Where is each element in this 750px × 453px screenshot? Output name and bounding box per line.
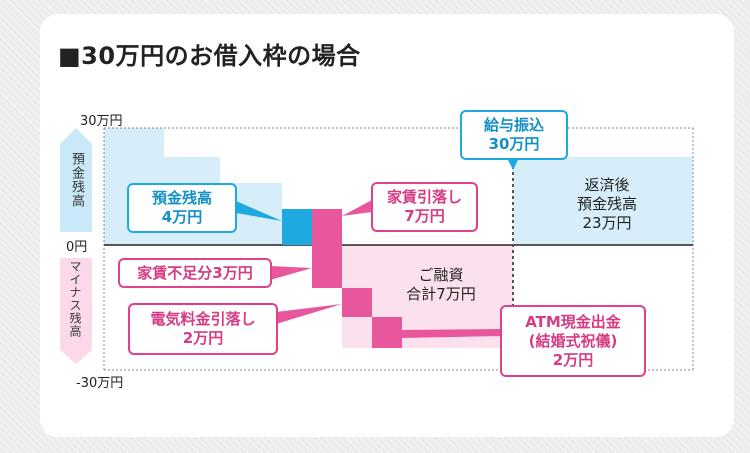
deposit-bar (282, 209, 312, 245)
shortfall-pointer (270, 266, 312, 280)
after-annotation-line1: 返済後 (584, 176, 630, 194)
electricity-bar (342, 288, 372, 317)
deposit-pointer (236, 201, 282, 221)
salary-callout-line1: 給与振込 (483, 116, 544, 134)
upper-side-badge (60, 128, 92, 232)
salary-marker-tip (508, 160, 518, 170)
page-title: ■30万円のお借入枠の場合 (58, 42, 361, 70)
atm-callout: ATM現金出金 (結婚式祝儀) 2万円 (500, 305, 646, 377)
upper-side-label: 預金残高 (69, 152, 84, 208)
deposit-callout-line2: 4万円 (161, 208, 203, 226)
rent-callout: 家賃引落し 7万円 (371, 182, 478, 232)
balance-area-after (513, 157, 693, 245)
electricity-callout-line2: 2万円 (182, 329, 224, 347)
after-annotation: 返済後 預金残高 23万円 (552, 176, 662, 233)
atm-callout-line3: 2万円 (552, 350, 594, 369)
axis-top-label: 30万円 (80, 114, 123, 129)
shortfall-callout-text: 家賃不足分3万円 (137, 263, 253, 282)
after-annotation-line2: 預金残高 (576, 195, 637, 213)
rent-bar (312, 209, 342, 288)
deposit-callout-line1: 預金残高 (151, 189, 212, 207)
atm-callout-line1: ATM現金出金 (525, 312, 621, 331)
lower-side-badge (60, 258, 92, 364)
rent-callout-line2: 7万円 (404, 207, 445, 225)
salary-callout-line2: 30万円 (488, 135, 540, 153)
axis-zero-label: 0円 (66, 240, 88, 255)
axis-bottom-label: -30万円 (76, 376, 124, 391)
deposit-callout: 預金残高 4万円 (127, 183, 237, 233)
atm-pointer (402, 329, 502, 338)
loan-annotation-line2: 合計7万円 (406, 285, 476, 303)
electricity-callout-line1: 電気料金引落し (150, 310, 256, 328)
atm-callout-line2: (結婚式祝儀) (528, 331, 618, 350)
lower-side-label: マイナス残高 (68, 260, 82, 338)
rent-callout-line1: 家賃引落し (386, 188, 462, 206)
electricity-callout: 電気料金引落し 2万円 (128, 303, 278, 355)
rent-pointer (342, 200, 372, 216)
after-annotation-line3: 23万円 (582, 214, 632, 232)
atm-bar (372, 317, 402, 348)
loan-annotation: ご融資 合計7万円 (386, 266, 496, 304)
shortfall-callout: 家賃不足分3万円 (118, 258, 272, 288)
loan-annotation-line1: ご融資 (418, 266, 464, 284)
electricity-pointer (276, 304, 342, 324)
salary-callout: 給与振込 30万円 (460, 110, 568, 160)
